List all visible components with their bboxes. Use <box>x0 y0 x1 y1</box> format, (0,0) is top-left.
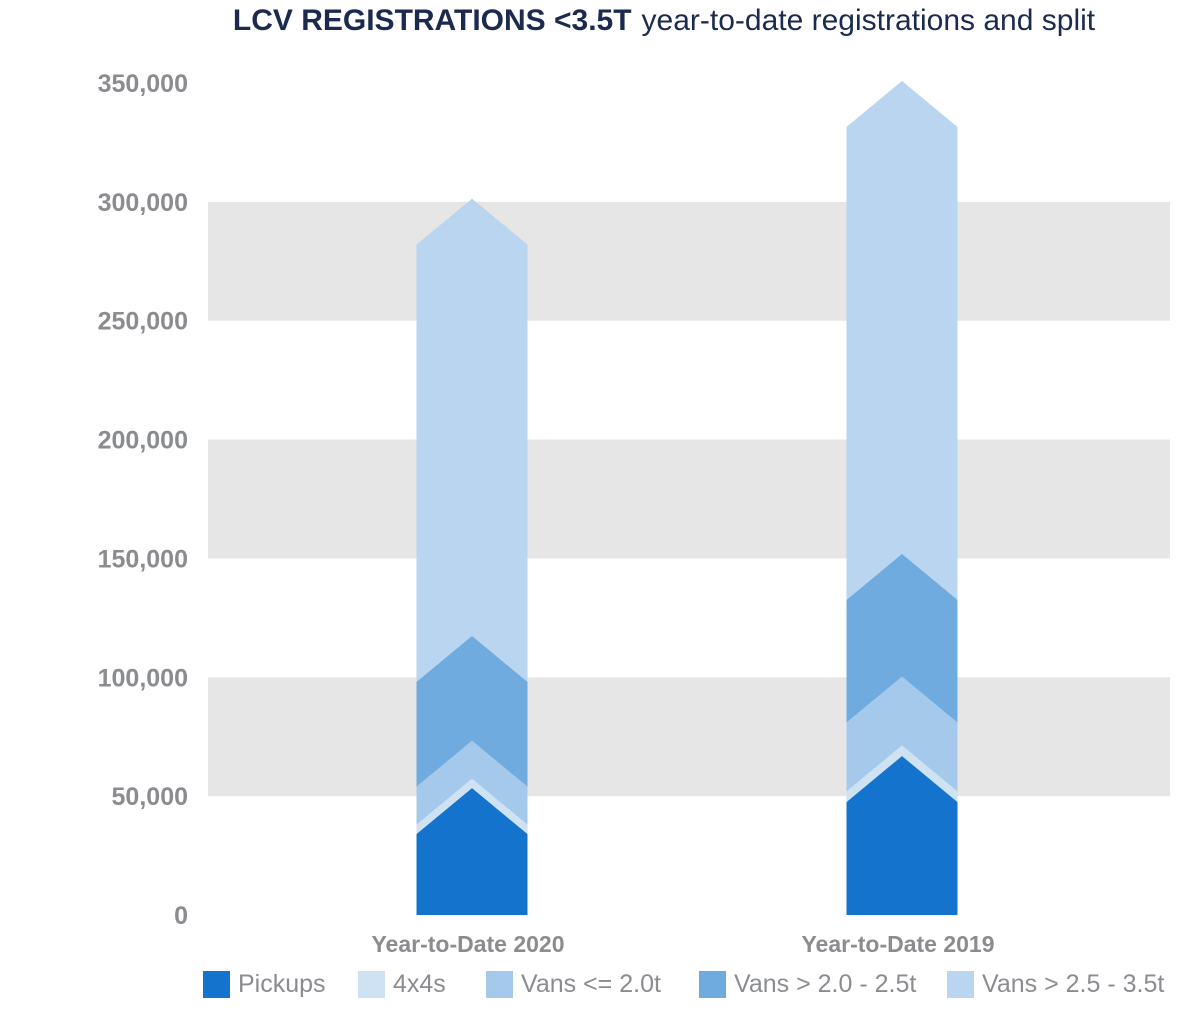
legend-label: Vans > 2.0 - 2.5t <box>734 970 916 998</box>
y-tick-label: 350,000 <box>98 70 188 98</box>
chart-subtitle: year-to-date registrations and split <box>642 4 1096 37</box>
grid-band <box>208 439 1170 559</box>
chart-title: LCV REGISTRATIONS <3.5T year-to-date regi… <box>233 4 1096 37</box>
bar-segment <box>846 756 958 915</box>
legend-label: Pickups <box>238 970 326 998</box>
grid-band <box>208 201 1170 321</box>
y-tick-label: 150,000 <box>98 545 188 573</box>
y-tick-label: 300,000 <box>98 189 188 217</box>
grid-bands <box>208 201 1170 797</box>
legend-label: Vans <= 2.0t <box>521 970 661 998</box>
bar-segment <box>416 636 528 787</box>
legend-swatch <box>203 971 230 998</box>
y-axis: 0 50,000 100,000 150,000 200,000 250,000 300,0… <box>98 70 188 930</box>
chart-title-main: LCV REGISTRATIONS <3.5T <box>233 4 632 37</box>
bar-segment <box>416 198 528 683</box>
legend-label: 4x4s <box>393 970 446 998</box>
legend-swatch <box>358 971 385 998</box>
x-tick-label: Year-to-Date 2019 <box>801 931 994 957</box>
y-tick-label: 200,000 <box>98 427 188 455</box>
bar-segment <box>846 80 958 601</box>
y-tick-label: 250,000 <box>98 308 188 336</box>
bar-segment <box>846 676 958 792</box>
legend-swatch <box>486 971 513 998</box>
legend-label: Vans > 2.5 - 3.5t <box>982 970 1164 998</box>
y-tick-label: 50,000 <box>112 783 188 811</box>
x-tick-label: Year-to-Date 2020 <box>371 931 564 957</box>
legend-swatch <box>947 971 974 998</box>
legend: Pickups 4x4s Vans <= 2.0t Vans > 2.0 - 2.5t… <box>203 970 1164 998</box>
x-axis: Year-to-Date 2020 Year-to-Date 2019 <box>371 931 994 957</box>
bar-segment <box>416 788 528 915</box>
y-tick-label: 0 <box>174 902 188 930</box>
legend-swatch <box>699 971 726 998</box>
bar-segment <box>846 554 958 723</box>
y-tick-label: 100,000 <box>98 664 188 692</box>
grid-band <box>208 677 1170 797</box>
bars <box>416 80 958 915</box>
